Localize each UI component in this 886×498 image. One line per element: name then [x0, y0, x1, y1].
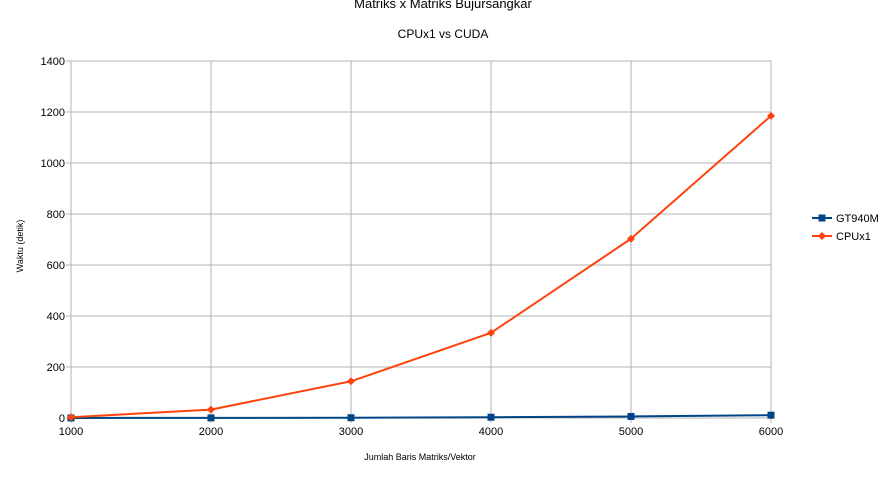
x-tick-label: 3000 [339, 426, 363, 438]
y-axis-label: Waktu (detik) [15, 220, 25, 273]
y-tick-label: 1000 [41, 158, 65, 170]
y-tick-label: 0 [59, 413, 65, 425]
data-point [207, 414, 215, 422]
legend-marker [818, 232, 826, 240]
legend: GT940M CPUx1 [812, 213, 879, 243]
data-point [627, 412, 635, 420]
x-axis-label: Jumlah Baris Matriks/Vektor [364, 452, 476, 462]
legend-label: GT940M [836, 213, 879, 225]
data-point [487, 413, 495, 421]
data-point [627, 234, 635, 243]
y-tick-label: 400 [47, 311, 65, 323]
data-point [767, 111, 775, 120]
data-point [487, 328, 495, 337]
data-point [67, 413, 75, 422]
legend-item-gt940m: GT940M [812, 213, 879, 225]
plot-area-border [70, 60, 772, 419]
x-tick-label: 4000 [479, 426, 503, 438]
y-tick-label: 600 [47, 260, 65, 272]
x-tick-label: 1000 [59, 426, 83, 438]
series-cpux1 [67, 111, 775, 422]
gridlines [71, 61, 771, 418]
series-line [70, 414, 772, 419]
series-line [70, 115, 772, 419]
legend-label: CPUx1 [836, 231, 871, 243]
legend-marker [818, 214, 826, 222]
series-group [67, 111, 775, 422]
legend-item-cpux1: CPUx1 [812, 231, 871, 243]
y-tick-label: 1400 [41, 56, 65, 68]
y-tick-label: 1200 [41, 107, 65, 119]
y-tick-label: 200 [47, 362, 65, 374]
data-point [207, 405, 215, 414]
x-tick-label: 6000 [759, 426, 783, 438]
x-axis-ticks: 1000 2000 3000 4000 5000 6000 [59, 418, 783, 438]
data-point [347, 414, 355, 422]
series-gt940m [67, 411, 775, 422]
x-tick-label: 2000 [199, 426, 223, 438]
y-tick-label: 800 [47, 209, 65, 221]
chart-title: Matriks x Matriks Bujursangkar [354, 0, 532, 11]
data-point [347, 377, 355, 386]
data-point [767, 411, 775, 419]
y-axis-ticks: 0 200 400 600 800 1000 1200 1400 [41, 56, 71, 425]
x-tick-label: 5000 [619, 426, 643, 438]
chart-subtitle: CPUx1 vs CUDA [398, 27, 489, 41]
